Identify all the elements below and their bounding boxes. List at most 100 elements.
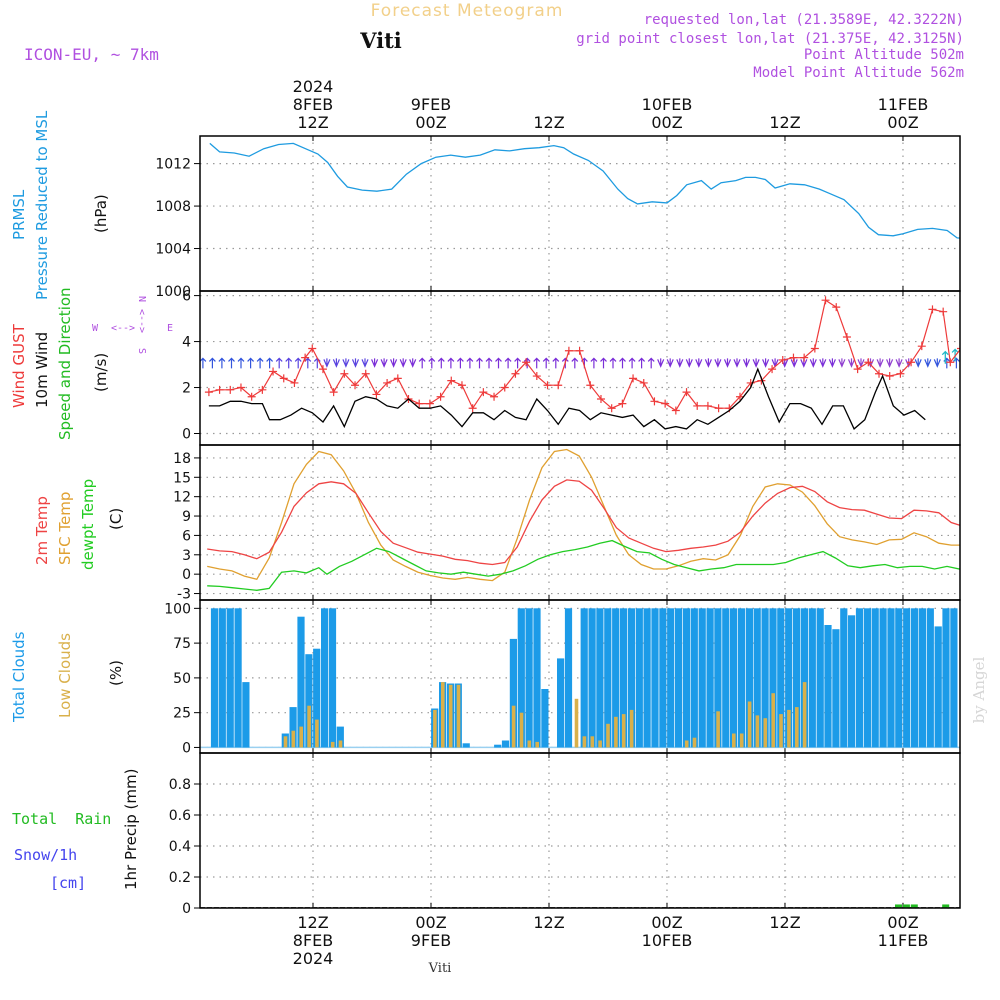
gust-marker-41 — [639, 378, 648, 387]
wind-arrow-shape-7 — [266, 357, 274, 369]
wind-arrow-shape-2 — [218, 357, 226, 369]
ytick-label-clouds-4: 100 — [164, 601, 191, 617]
clouds-panel: 0 25 50 75 100 — [164, 599, 961, 756]
cloud-labels: Total Clouds Low Clouds (%) — [10, 631, 125, 723]
wind-arrow-68 — [847, 358, 856, 368]
wind-arrow-42 — [600, 357, 607, 369]
wind-arrow-shape-36 — [542, 357, 550, 369]
total-cloud-bar-79 — [832, 629, 840, 748]
pressure-edge-label: 1000 — [155, 284, 191, 300]
wind-arrow-shape-28 — [466, 357, 474, 369]
total-cloud-bar-90 — [918, 608, 926, 748]
wind-arrow-shape-32 — [504, 357, 512, 369]
gust-marker-27 — [490, 392, 499, 401]
compass-n: N — [136, 296, 147, 302]
wind-arrow-79 — [952, 357, 960, 369]
gust-marker-54 — [778, 355, 787, 364]
total-cloud-bar-76 — [808, 608, 816, 748]
total-cloud-bar-38 — [509, 638, 517, 748]
top-time-labels-label-1-0: 9FEB — [411, 95, 451, 114]
wind-arrow-shape-0 — [200, 357, 207, 369]
wind-arrow-53 — [704, 358, 712, 368]
wind-arrow-shape-79 — [952, 357, 960, 369]
gust-marker-55 — [789, 353, 798, 362]
wind-arrow-23 — [418, 357, 426, 369]
gust-marker-25 — [468, 404, 477, 413]
total-clouds-label: Total Clouds — [10, 631, 28, 723]
total-cloud-bar-13 — [313, 648, 321, 748]
compass-arrow-h: <--> — [111, 323, 135, 334]
wind-arrow-0 — [200, 357, 207, 369]
pressure-label-prmsl: PRMSL — [10, 189, 28, 240]
total-cloud-bar-14 — [321, 608, 329, 748]
ytick-label-temp-2: 3 — [182, 548, 191, 564]
wind-arrow-73 — [895, 358, 903, 368]
total-cloud-bar-42 — [541, 689, 549, 748]
gust-marker-44 — [671, 406, 680, 415]
gust-marker-48 — [714, 404, 723, 413]
requested-coords: requested lon,lat (21.3589E, 42.3222N) — [644, 12, 964, 28]
total-cloud-bar-74 — [793, 608, 801, 748]
low-cloud-bar-8 — [433, 709, 437, 748]
total-cloud-bar-36 — [494, 744, 502, 748]
rain-bar-2 — [910, 904, 918, 908]
bottom-time-labels-label-5-0: 00Z — [887, 913, 918, 932]
gust-marker-51 — [746, 378, 755, 387]
ytick-label-clouds-3: 75 — [173, 636, 191, 652]
gust-marker-69 — [939, 307, 948, 316]
total-cloud-bar-70 — [761, 608, 769, 748]
gust-marker-21 — [425, 399, 434, 408]
gust-marker-3 — [236, 383, 245, 392]
ytick-label-wind-1: 2 — [182, 381, 191, 397]
top-time-labels-label-1-1: 00Z — [415, 113, 446, 132]
wind-arrow-shape-9 — [285, 357, 293, 369]
wind-arrow-8 — [275, 357, 283, 369]
gust-marker-10 — [308, 344, 317, 353]
total-cloud-bar-65 — [722, 608, 730, 748]
wind-arrow-51 — [685, 358, 693, 368]
gust-marker-24 — [457, 381, 466, 390]
ytick-label-temp-0: -3 — [177, 587, 191, 603]
gust-marker-16 — [372, 390, 381, 399]
top-time-labels-label-0-0: 2024 — [293, 77, 334, 96]
wind-arrow-shape-66 — [828, 358, 836, 368]
bottom-time-labels-label-0-0: 12Z — [297, 913, 328, 932]
wind-arrow-shape-27 — [456, 357, 464, 369]
total-cloud-bar-57 — [659, 608, 667, 748]
wind-arrow-shape-49 — [666, 358, 674, 368]
frame-wind — [199, 290, 961, 446]
top-time-labels-label-0-1: 8FEB — [293, 95, 333, 114]
bottom-time-labels-label-4-0: 12Z — [769, 913, 800, 932]
low-cloud-bar-19 — [590, 736, 595, 748]
gust-marker-2 — [226, 385, 235, 394]
low-cloud-bar-40 — [755, 715, 760, 748]
compass-w: W — [92, 323, 99, 334]
wind-arrow-shape-17 — [361, 358, 369, 368]
gust-marker-18 — [393, 374, 402, 383]
wind-arrow-65 — [819, 358, 827, 368]
wind-arrow-29 — [476, 357, 483, 369]
wind-arrow-47 — [647, 357, 655, 369]
ytick-label-temp-4: 9 — [182, 509, 191, 525]
gust-marker-6 — [269, 367, 278, 376]
wind-arrow-shape-48 — [657, 358, 665, 368]
wind-arrow-shape-51 — [685, 358, 693, 368]
wind-labels: Wind GUST 10m Wind Speed and Direction (… — [10, 287, 173, 440]
wind-arrow-shape-56 — [733, 358, 741, 368]
ytick-label-temp-6: 15 — [173, 470, 191, 486]
precip-labels: Total Rain Snow/1h [cm] 1hr Precip (mm) — [12, 769, 140, 892]
wind-arrow-13 — [323, 358, 331, 368]
total-cloud-bar-12 — [305, 654, 313, 748]
wind-arrow-57 — [742, 358, 751, 368]
clouds-unit: (%) — [107, 660, 125, 686]
gust-marker-17 — [383, 378, 392, 387]
wind-arrow-37 — [552, 357, 560, 369]
wind-arrow-shape-62 — [790, 358, 798, 368]
ytick-label-wind-2: 4 — [182, 335, 191, 351]
compass-e: E — [167, 323, 173, 334]
bottom-time-labels-label-1-1: 9FEB — [411, 931, 451, 950]
total-cloud-bar-16 — [336, 726, 344, 748]
wind-arrow-62 — [790, 358, 798, 368]
top-time-labels-label-2-0: 12Z — [533, 113, 564, 132]
